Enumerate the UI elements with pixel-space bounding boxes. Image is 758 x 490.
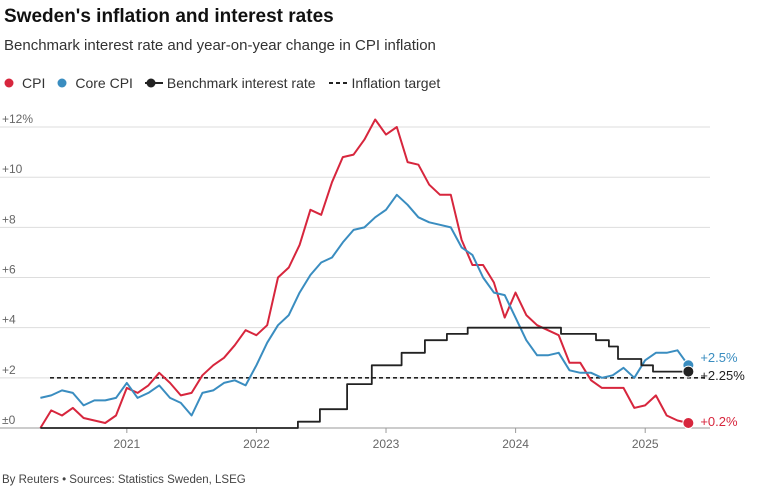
- core-series-line: [40, 193, 690, 417]
- legend-label-target: Inflation target: [351, 75, 441, 91]
- cpi-legend-marker: [4, 78, 14, 88]
- legend-item-cpi: CPI: [4, 75, 45, 91]
- y-tick-label: +10: [2, 162, 23, 176]
- x-tick-label: 2022: [243, 437, 270, 451]
- y-tick-label: +8: [2, 212, 16, 226]
- x-tick-label: 2024: [502, 437, 529, 451]
- rate-end-marker: [682, 365, 695, 378]
- rate-series-line: [40, 326, 689, 429]
- rate-legend-marker: [144, 78, 163, 88]
- cpi-end-marker: [682, 416, 695, 429]
- legend: CPI Core CPI Benchmark interest rate Inf…: [4, 75, 452, 91]
- target-legend-marker: [328, 82, 348, 84]
- rate-end-label: +2.25%: [700, 368, 745, 383]
- grid-lines: [0, 126, 710, 429]
- legend-item-core-cpi: Core CPI: [57, 75, 133, 91]
- line-chart: ±0 +2 +4 +6 +8 +10 +12% 2021 2022 2023 2024 2025 +…: [0, 112, 745, 451]
- y-tick-label: ±0: [2, 413, 16, 427]
- chart-subtitle: Benchmark interest rate and year-on-year…: [4, 37, 436, 54]
- legend-label-cpi: CPI: [22, 75, 46, 91]
- chart-footer: By Reuters • Sources: Statistics Sweden,…: [2, 474, 246, 486]
- x-tick-label: 2023: [373, 437, 400, 451]
- core-end-label: +2.5%: [700, 350, 738, 365]
- core-cpi-legend-marker: [57, 78, 67, 88]
- y-tick-label: +2: [2, 363, 16, 377]
- legend-item-rate: Benchmark interest rate: [144, 75, 316, 91]
- series-lines: [39, 118, 706, 429]
- y-tick-label: +6: [2, 263, 16, 277]
- x-axis-ticks: 2021 2022 2023 2024 2025: [113, 428, 659, 451]
- cpi-end-label: +0.2%: [700, 414, 738, 429]
- end-markers: +2.5% +2.25% +0.2%: [682, 350, 745, 429]
- y-axis-ticks: ±0 +2 +4 +6 +8 +10 +12%: [2, 112, 33, 427]
- y-tick-label: +12%: [2, 112, 33, 126]
- x-tick-label: 2021: [113, 437, 140, 451]
- legend-item-target: Inflation target: [328, 75, 441, 91]
- x-tick-label: 2025: [632, 437, 659, 451]
- legend-label-rate: Benchmark interest rate: [166, 75, 316, 91]
- chart-title: Sweden's inflation and interest rates: [4, 6, 334, 27]
- cpi-series-line: [39, 118, 689, 429]
- y-tick-label: +4: [2, 313, 16, 327]
- legend-label-core-cpi: Core CPI: [75, 75, 133, 91]
